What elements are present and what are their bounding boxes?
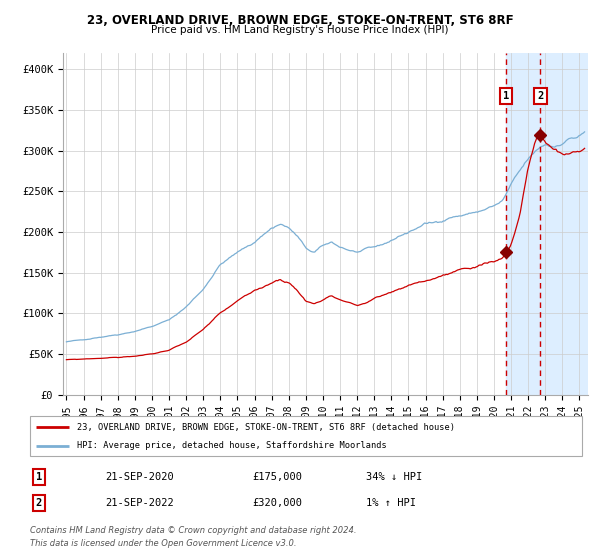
Bar xyxy=(506,53,600,395)
Text: 21-SEP-2022: 21-SEP-2022 xyxy=(105,498,174,508)
Text: £175,000: £175,000 xyxy=(252,472,302,482)
Text: Contains HM Land Registry data © Crown copyright and database right 2024.: Contains HM Land Registry data © Crown c… xyxy=(30,526,356,535)
Text: 34% ↓ HPI: 34% ↓ HPI xyxy=(366,472,422,482)
Text: 2: 2 xyxy=(538,91,544,101)
Text: Price paid vs. HM Land Registry's House Price Index (HPI): Price paid vs. HM Land Registry's House … xyxy=(151,25,449,35)
Text: 1: 1 xyxy=(503,91,509,101)
FancyBboxPatch shape xyxy=(30,416,582,456)
Text: 1: 1 xyxy=(36,472,42,482)
Text: 1% ↑ HPI: 1% ↑ HPI xyxy=(366,498,416,508)
Text: HPI: Average price, detached house, Staffordshire Moorlands: HPI: Average price, detached house, Staf… xyxy=(77,441,386,450)
Text: 23, OVERLAND DRIVE, BROWN EDGE, STOKE-ON-TRENT, ST6 8RF (detached house): 23, OVERLAND DRIVE, BROWN EDGE, STOKE-ON… xyxy=(77,423,455,432)
Text: 2: 2 xyxy=(36,498,42,508)
Text: 23, OVERLAND DRIVE, BROWN EDGE, STOKE-ON-TRENT, ST6 8RF: 23, OVERLAND DRIVE, BROWN EDGE, STOKE-ON… xyxy=(86,14,514,27)
Text: This data is licensed under the Open Government Licence v3.0.: This data is licensed under the Open Gov… xyxy=(30,539,296,548)
Text: 21-SEP-2020: 21-SEP-2020 xyxy=(105,472,174,482)
Text: £320,000: £320,000 xyxy=(252,498,302,508)
